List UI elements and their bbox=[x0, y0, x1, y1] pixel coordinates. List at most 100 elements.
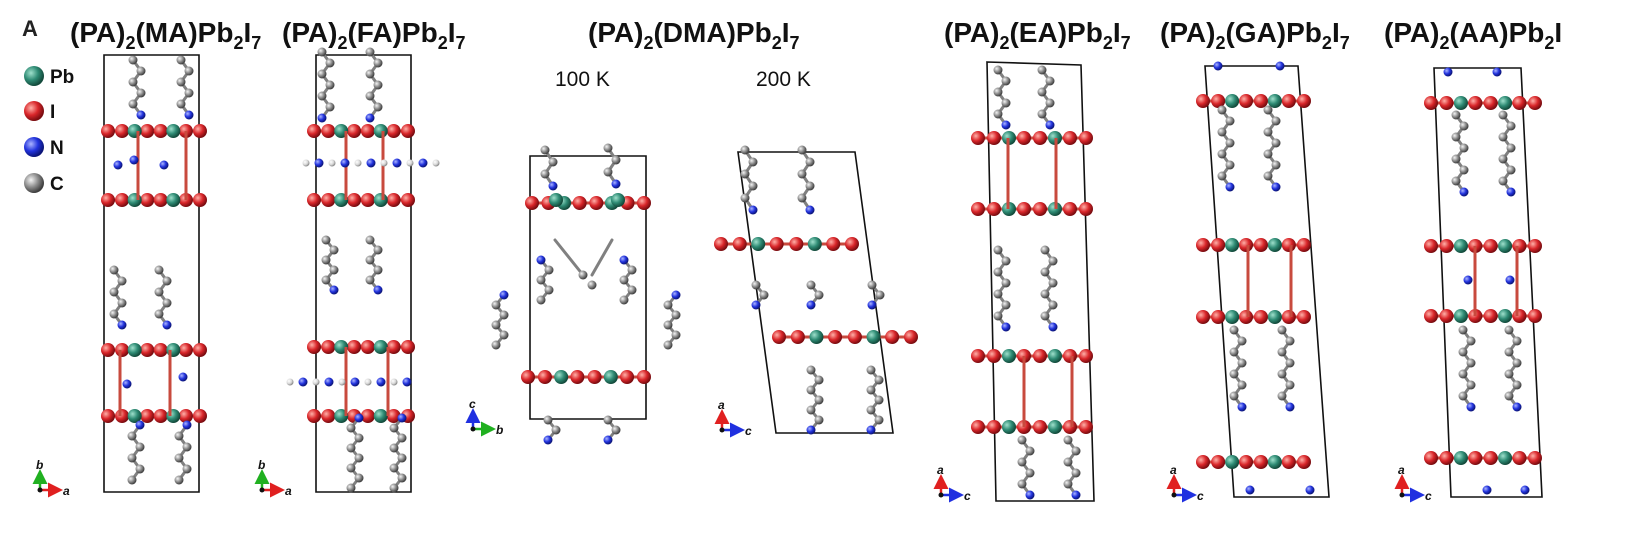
i-atom bbox=[1253, 94, 1268, 108]
c-atom bbox=[663, 340, 673, 350]
axis-triad-ma: b a bbox=[32, 458, 70, 498]
c-atom bbox=[154, 287, 164, 297]
c-atom bbox=[611, 155, 621, 165]
c-atom bbox=[373, 102, 383, 112]
c-atom bbox=[1498, 154, 1508, 164]
i-atom bbox=[1253, 455, 1268, 469]
c-atom bbox=[993, 311, 1003, 321]
temperature-label-200k: 200 K bbox=[756, 68, 811, 91]
i-atom bbox=[1512, 96, 1527, 110]
n-atom bbox=[314, 158, 324, 168]
i-atom bbox=[1424, 239, 1438, 253]
n-atom bbox=[1225, 182, 1235, 192]
i-atom bbox=[307, 409, 321, 423]
n-atom bbox=[611, 179, 621, 189]
i-atom bbox=[1253, 238, 1268, 252]
h-atom bbox=[338, 378, 346, 386]
c-atom bbox=[365, 235, 375, 245]
n-atom bbox=[1463, 275, 1473, 285]
n-atom bbox=[1048, 322, 1058, 332]
c-atom bbox=[603, 167, 613, 177]
i-atom bbox=[1196, 238, 1210, 252]
title-ea: (PA)2(EA)Pb2I7 bbox=[944, 17, 1131, 53]
i-atom bbox=[321, 193, 336, 207]
c-atom bbox=[136, 66, 146, 76]
c-atom bbox=[536, 295, 546, 305]
c-atom bbox=[365, 275, 375, 285]
pb-atom bbox=[373, 340, 388, 354]
n-atom bbox=[350, 377, 360, 387]
h-atom bbox=[354, 159, 362, 167]
c-atom bbox=[1451, 154, 1461, 164]
pb-atom bbox=[1048, 420, 1062, 434]
n-atom bbox=[365, 113, 375, 123]
c-atom bbox=[491, 320, 501, 330]
c-atom bbox=[1451, 176, 1461, 186]
unit-cell-dma-100k bbox=[529, 155, 647, 420]
i-atom bbox=[1468, 96, 1483, 110]
c-atom bbox=[389, 463, 399, 473]
c-atom bbox=[135, 464, 145, 474]
i-atom bbox=[115, 409, 130, 423]
c-atom bbox=[365, 255, 375, 265]
c-atom bbox=[128, 99, 138, 109]
pb-atom bbox=[1225, 455, 1240, 469]
i-atom bbox=[153, 193, 168, 207]
n-atom bbox=[499, 290, 509, 300]
i-atom bbox=[620, 370, 635, 384]
n-atom bbox=[806, 300, 816, 310]
c-atom bbox=[814, 415, 824, 425]
n-atom bbox=[748, 205, 758, 215]
i-atom bbox=[1211, 455, 1226, 469]
c-atom bbox=[1277, 369, 1287, 379]
c-atom bbox=[663, 300, 673, 310]
i-atom bbox=[401, 193, 415, 207]
c-atom bbox=[1017, 435, 1027, 445]
n-atom bbox=[162, 320, 172, 330]
i-atom bbox=[1063, 131, 1077, 145]
i-atom bbox=[1017, 131, 1031, 145]
i-atom bbox=[1424, 96, 1438, 110]
n-atom bbox=[543, 435, 553, 445]
c-atom bbox=[993, 289, 1003, 299]
c-atom bbox=[317, 69, 327, 79]
c-atom bbox=[321, 255, 331, 265]
c-atom bbox=[603, 415, 613, 425]
c-atom bbox=[325, 80, 335, 90]
c-atom bbox=[346, 483, 356, 493]
axis-label-up: b bbox=[36, 458, 43, 472]
i-atom bbox=[153, 409, 168, 423]
i-atom bbox=[1424, 309, 1438, 323]
c-atom bbox=[499, 330, 509, 340]
title-ga: (PA)2(GA)Pb2I7 bbox=[1160, 17, 1350, 53]
c-atom bbox=[1285, 358, 1295, 368]
c-atom bbox=[1217, 149, 1227, 159]
i-atom bbox=[193, 193, 207, 207]
c-atom bbox=[174, 453, 184, 463]
i-atom bbox=[386, 409, 401, 423]
c-atom bbox=[346, 463, 356, 473]
pb-atom bbox=[1498, 239, 1513, 253]
axis-label-right: c bbox=[745, 424, 752, 438]
c-atom bbox=[1466, 336, 1476, 346]
i-atom bbox=[790, 330, 805, 344]
n-atom bbox=[418, 158, 428, 168]
i-atom bbox=[1239, 310, 1254, 324]
i-atom bbox=[1483, 309, 1498, 323]
c-atom bbox=[1037, 109, 1047, 119]
c-atom bbox=[354, 453, 364, 463]
c-atom bbox=[176, 55, 186, 65]
i-atom bbox=[115, 193, 130, 207]
i-atom bbox=[307, 124, 321, 138]
c-atom bbox=[740, 193, 750, 203]
c-atom bbox=[805, 181, 815, 191]
c-atom bbox=[814, 290, 824, 300]
n-atom bbox=[182, 420, 192, 430]
c-atom bbox=[1237, 358, 1247, 368]
i-atom bbox=[1528, 309, 1542, 323]
i-atom bbox=[1528, 451, 1542, 465]
c-atom bbox=[127, 453, 137, 463]
pb-atom bbox=[127, 343, 142, 357]
n-atom bbox=[113, 160, 123, 170]
